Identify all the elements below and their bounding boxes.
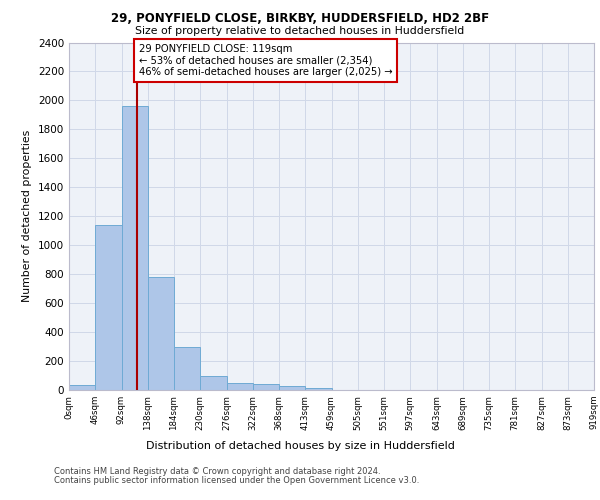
Bar [305, 388, 331, 390]
Bar [95, 225, 121, 390]
Y-axis label: Number of detached properties: Number of detached properties [22, 130, 32, 302]
Bar [253, 384, 279, 390]
Bar [227, 383, 253, 390]
Text: Size of property relative to detached houses in Huddersfield: Size of property relative to detached ho… [136, 26, 464, 36]
Text: Contains public sector information licensed under the Open Government Licence v3: Contains public sector information licen… [54, 476, 419, 485]
Text: 29 PONYFIELD CLOSE: 119sqm
← 53% of detached houses are smaller (2,354)
46% of s: 29 PONYFIELD CLOSE: 119sqm ← 53% of deta… [139, 44, 392, 77]
Bar [148, 277, 174, 390]
Text: Contains HM Land Registry data © Crown copyright and database right 2024.: Contains HM Land Registry data © Crown c… [54, 467, 380, 476]
Bar [69, 385, 95, 390]
Text: Distribution of detached houses by size in Huddersfield: Distribution of detached houses by size … [146, 441, 454, 451]
Bar [174, 346, 200, 390]
Text: 29, PONYFIELD CLOSE, BIRKBY, HUDDERSFIELD, HD2 2BF: 29, PONYFIELD CLOSE, BIRKBY, HUDDERSFIEL… [111, 12, 489, 26]
Bar [279, 386, 305, 390]
Bar [200, 376, 227, 390]
Bar [121, 106, 148, 390]
